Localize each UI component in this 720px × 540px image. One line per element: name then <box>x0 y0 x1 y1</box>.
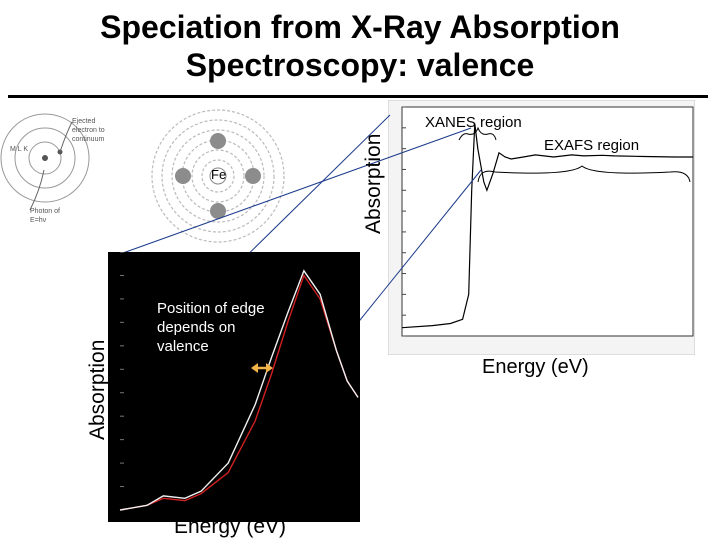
slide-title-line-1: Speciation from X-Ray Absorption <box>100 9 620 45</box>
xanes-label: XANES region <box>425 114 522 131</box>
shell-letters: M L K <box>10 146 29 153</box>
l-shell <box>14 127 76 189</box>
left-x-axis-label: Energy (eV) <box>174 515 287 538</box>
left-spectrum-panel <box>108 252 360 522</box>
right-spectrum-panel <box>388 100 695 355</box>
right-y-axis-label: Absorption <box>362 133 385 234</box>
ligand-left <box>175 168 191 184</box>
ligand-top <box>210 133 226 149</box>
edge-position-note: Position of edge depends on valence <box>157 300 265 355</box>
slide-title-line-2: Spectroscopy: valence <box>185 47 535 83</box>
exafs-label: EXAFS region <box>544 137 640 154</box>
right-x-axis-label: Energy (eV) <box>482 356 589 378</box>
title-divider <box>8 95 708 98</box>
white-trace <box>119 269 359 511</box>
nucleus <box>42 155 48 161</box>
left-plot-background <box>108 252 360 522</box>
ejected-electron-note: Ejected electron to continuum <box>72 118 105 143</box>
left-y-axis-label: Absorption <box>86 339 109 440</box>
k-shell <box>28 141 62 175</box>
ejection-arrow <box>59 121 73 153</box>
fe-label: Fe <box>211 167 227 182</box>
edge-shift-arrow <box>251 363 273 373</box>
ligand-right <box>245 168 261 184</box>
m-shell <box>0 113 90 203</box>
photon-note: Photon of E=hν <box>30 208 60 224</box>
ligand-bottom <box>210 203 226 219</box>
atom-shell-diagram <box>0 113 90 211</box>
photon-arrow <box>29 169 45 211</box>
slide-title: Speciation from X-Ray Absorption Spectro… <box>0 8 720 84</box>
